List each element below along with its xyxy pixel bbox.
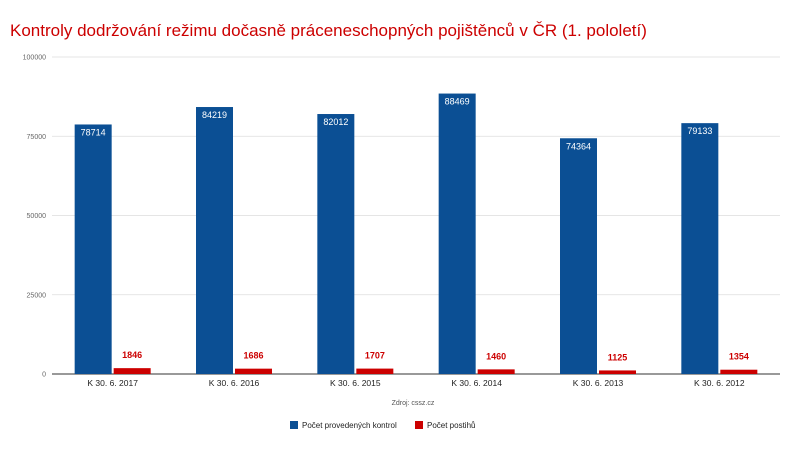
data-label-kontroly: 78714 xyxy=(81,127,106,137)
data-label-kontroly: 88469 xyxy=(445,97,470,107)
data-label-postihy: 1460 xyxy=(486,351,506,361)
bar-kontroly xyxy=(438,93,476,374)
data-label-postihy: 1846 xyxy=(122,350,142,360)
gridlines xyxy=(52,56,780,375)
bar-postihy xyxy=(356,368,394,374)
legend-swatch xyxy=(415,421,423,429)
data-label-kontroly: 84219 xyxy=(202,110,227,120)
bar-postihy xyxy=(113,368,151,374)
bar-postihy xyxy=(235,368,272,374)
bar-kontroly xyxy=(317,114,355,374)
data-label-postihy: 1686 xyxy=(243,351,263,361)
y-tick-label: 0 xyxy=(42,372,46,379)
x-tick-label: K 30. 6. 2015 xyxy=(330,378,381,388)
data-label-postihy: 1707 xyxy=(365,351,385,361)
bar-kontroly xyxy=(74,124,112,374)
x-tick-label: K 30. 6. 2016 xyxy=(209,378,260,388)
bars: 78714 1846 84219 1686 82012 1707 88469 1460 7436… xyxy=(74,93,758,375)
bar-postihy xyxy=(720,369,758,374)
legend: Počet provedených kontrol Počet postihů xyxy=(290,421,475,430)
x-tick-label: K 30. 6. 2012 xyxy=(694,378,745,388)
y-tick-label: 50000 xyxy=(27,213,47,220)
y-tick-label: 25000 xyxy=(27,292,47,299)
x-tick-label: K 30. 6. 2017 xyxy=(87,378,138,388)
data-label-kontroly: 74364 xyxy=(566,141,591,151)
bar-kontroly xyxy=(196,107,233,375)
data-label-postihy: 1354 xyxy=(729,352,749,362)
bar-kontroly xyxy=(560,138,597,374)
chart-title: Kontroly dodržování režimu dočasně práce… xyxy=(10,21,647,40)
data-label-kontroly: 79133 xyxy=(687,126,712,136)
bar-kontroly xyxy=(681,123,719,374)
x-axis-labels: K 30. 6. 2017 K 30. 6. 2016 K 30. 6. 2015 K… xyxy=(87,378,745,388)
legend-label: Počet provedených kontrol xyxy=(302,421,397,430)
legend-label: Počet postihů xyxy=(427,421,475,430)
x-tick-label: K 30. 6. 2014 xyxy=(451,378,502,388)
y-tick-label: 75000 xyxy=(27,134,47,141)
source-note: Zdroj: cssz.cz xyxy=(392,400,435,407)
legend-swatch xyxy=(290,421,298,429)
data-label-postihy: 1125 xyxy=(608,352,628,362)
y-tick-label: 100000 xyxy=(23,55,46,62)
data-label-kontroly: 82012 xyxy=(323,117,348,127)
bar-postihy xyxy=(477,369,515,374)
y-axis-ticks: 0 25000 50000 75000 100000 xyxy=(23,55,46,379)
bar-postihy xyxy=(599,370,636,374)
x-tick-label: K 30. 6. 2013 xyxy=(573,378,624,388)
